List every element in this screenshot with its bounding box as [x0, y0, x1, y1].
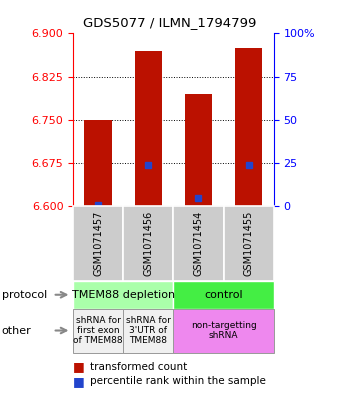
Text: TMEM88 depletion: TMEM88 depletion: [72, 290, 175, 300]
Bar: [235, 48, 262, 206]
Text: ■: ■: [73, 375, 85, 388]
Text: ■: ■: [73, 360, 85, 373]
Text: shRNA for
first exon
of TMEM88: shRNA for first exon of TMEM88: [73, 316, 123, 345]
Text: control: control: [204, 290, 243, 300]
Text: protocol: protocol: [2, 290, 47, 300]
Text: other: other: [2, 325, 31, 336]
Text: transformed count: transformed count: [90, 362, 187, 372]
Text: GSM1071454: GSM1071454: [193, 211, 203, 276]
Text: GDS5077 / ILMN_1794799: GDS5077 / ILMN_1794799: [83, 16, 257, 29]
Text: non-targetting
shRNA: non-targetting shRNA: [191, 321, 256, 340]
Text: shRNA for
3'UTR of
TMEM88: shRNA for 3'UTR of TMEM88: [126, 316, 171, 345]
Bar: [135, 51, 162, 206]
Text: GSM1071455: GSM1071455: [244, 211, 254, 276]
Text: percentile rank within the sample: percentile rank within the sample: [90, 376, 266, 386]
Bar: [84, 120, 112, 206]
Bar: [185, 94, 212, 206]
Text: GSM1071457: GSM1071457: [93, 211, 103, 276]
Text: GSM1071456: GSM1071456: [143, 211, 153, 276]
